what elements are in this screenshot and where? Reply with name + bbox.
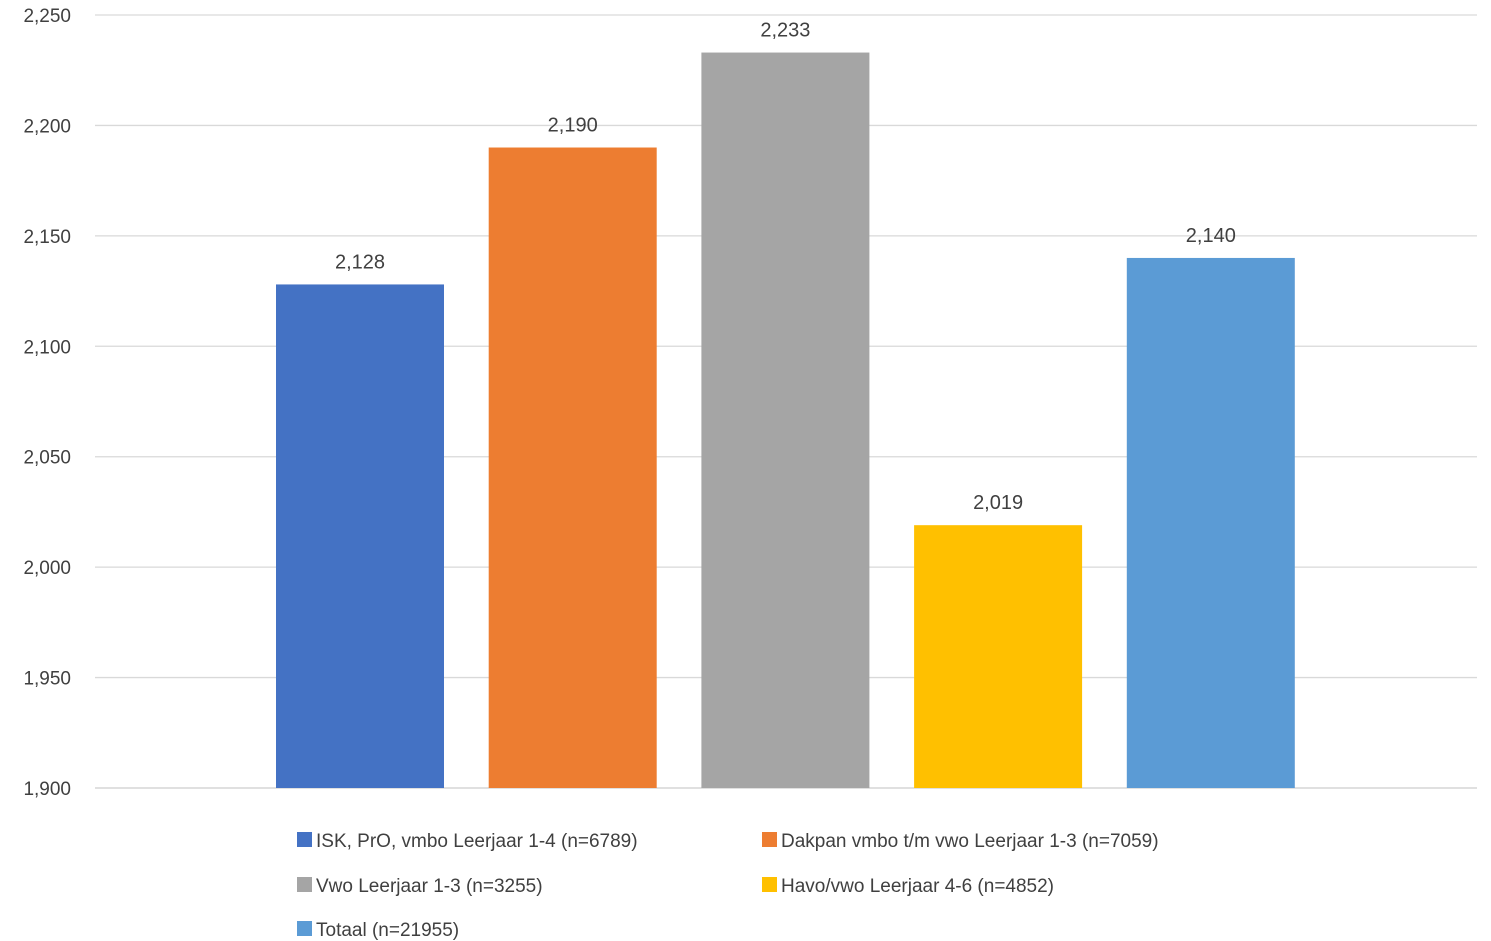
bar	[488, 147, 657, 788]
y-tick-label: 2,100	[23, 337, 71, 358]
legend-swatch	[297, 877, 312, 892]
legend-item: Totaal (n=21955)	[297, 920, 459, 941]
legend-swatch	[762, 877, 777, 892]
legend-swatch	[297, 921, 312, 936]
y-tick-label: 2,050	[23, 448, 71, 469]
data-label: 2,128	[335, 251, 385, 273]
data-label: 2,190	[548, 115, 598, 137]
y-tick-label: 2,200	[23, 116, 71, 137]
legend-label: Havo/vwo Leerjaar 4-6 (n=4852)	[781, 876, 1054, 897]
legend-label: Vwo Leerjaar 1-3 (n=3255)	[316, 876, 543, 897]
y-tick-label: 2,150	[23, 227, 71, 248]
legend: ISK, PrO, vmbo Leerjaar 1-4 (n=6789) Dakp…	[297, 831, 1159, 941]
bar	[276, 284, 444, 788]
y-tick-label: 2,250	[23, 6, 71, 27]
bar	[1126, 257, 1295, 788]
bars	[276, 52, 1295, 788]
y-tick-label: 2,000	[23, 558, 71, 579]
bar	[701, 52, 870, 788]
data-label: 2,233	[760, 20, 810, 42]
data-labels: 2,128 2,190 2,233 2,019 2,140	[335, 20, 1236, 515]
legend-label: Dakpan vmbo t/m vwo Leerjaar 1-3 (n=7059…	[781, 831, 1159, 852]
y-axis-ticks: 1,900 1,950 2,000 2,050 2,100 2,150 2,200 2,250	[23, 6, 71, 800]
legend-item: Havo/vwo Leerjaar 4-6 (n=4852)	[762, 876, 1054, 897]
y-tick-label: 1,900	[23, 779, 71, 800]
bar	[914, 525, 1083, 788]
legend-item: Dakpan vmbo t/m vwo Leerjaar 1-3 (n=7059…	[762, 831, 1159, 852]
legend-swatch	[762, 832, 777, 847]
data-label: 2,019	[973, 492, 1023, 514]
legend-label: Totaal (n=21955)	[316, 920, 459, 941]
y-tick-label: 1,950	[23, 669, 71, 690]
data-label: 2,140	[1186, 225, 1236, 247]
legend-swatch	[297, 832, 312, 847]
legend-item: Vwo Leerjaar 1-3 (n=3255)	[297, 876, 543, 897]
legend-item: ISK, PrO, vmbo Leerjaar 1-4 (n=6789)	[297, 831, 638, 852]
legend-label: ISK, PrO, vmbo Leerjaar 1-4 (n=6789)	[316, 831, 638, 852]
